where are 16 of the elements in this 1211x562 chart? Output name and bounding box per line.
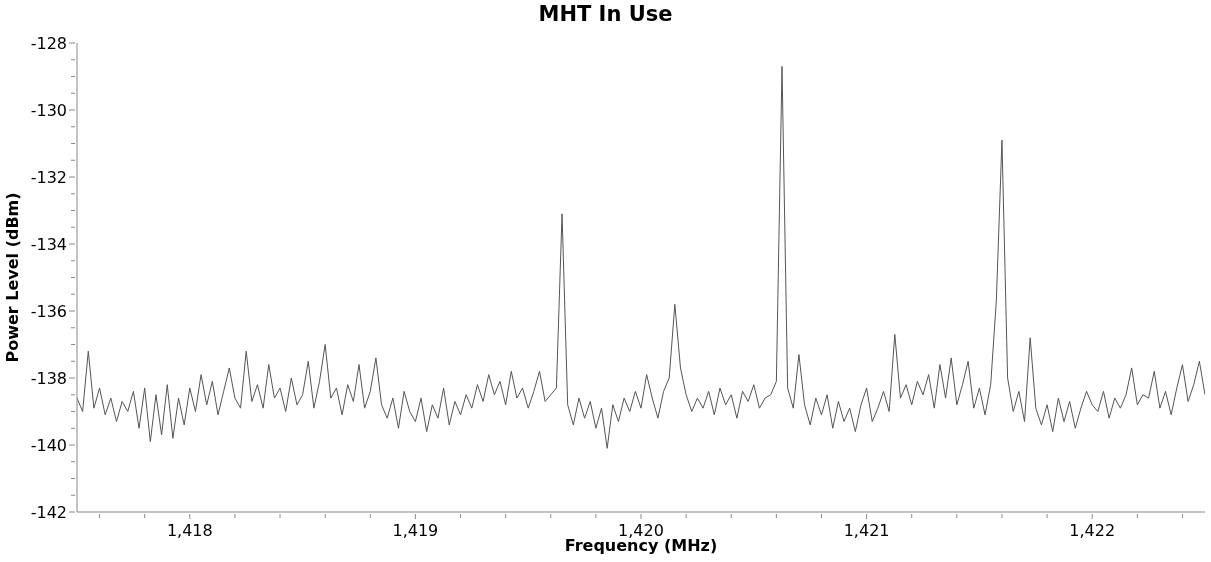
y-tick-label: -134 bbox=[30, 235, 67, 254]
y-tick-label: -128 bbox=[30, 34, 67, 53]
line-series bbox=[77, 65, 1205, 449]
x-tick-label: 1,420 bbox=[618, 521, 664, 540]
x-tick-label: 1,422 bbox=[1069, 521, 1116, 540]
chart-title: MHT In Use bbox=[537, 2, 674, 26]
y-tick-label: -142 bbox=[30, 503, 67, 522]
x-tick-label: 1,418 bbox=[166, 521, 213, 540]
x-tick-label: 1,419 bbox=[392, 521, 439, 540]
y-tick-label: -140 bbox=[30, 436, 67, 455]
y-tick-label: -132 bbox=[30, 168, 67, 187]
y-tick-label: -130 bbox=[30, 101, 67, 120]
y-tick-label: -138 bbox=[30, 369, 67, 388]
y-tick-label: -136 bbox=[30, 302, 67, 321]
x-tick-label: 1,421 bbox=[843, 521, 890, 540]
y-axis-title: Power Level (dBm) bbox=[2, 192, 22, 363]
